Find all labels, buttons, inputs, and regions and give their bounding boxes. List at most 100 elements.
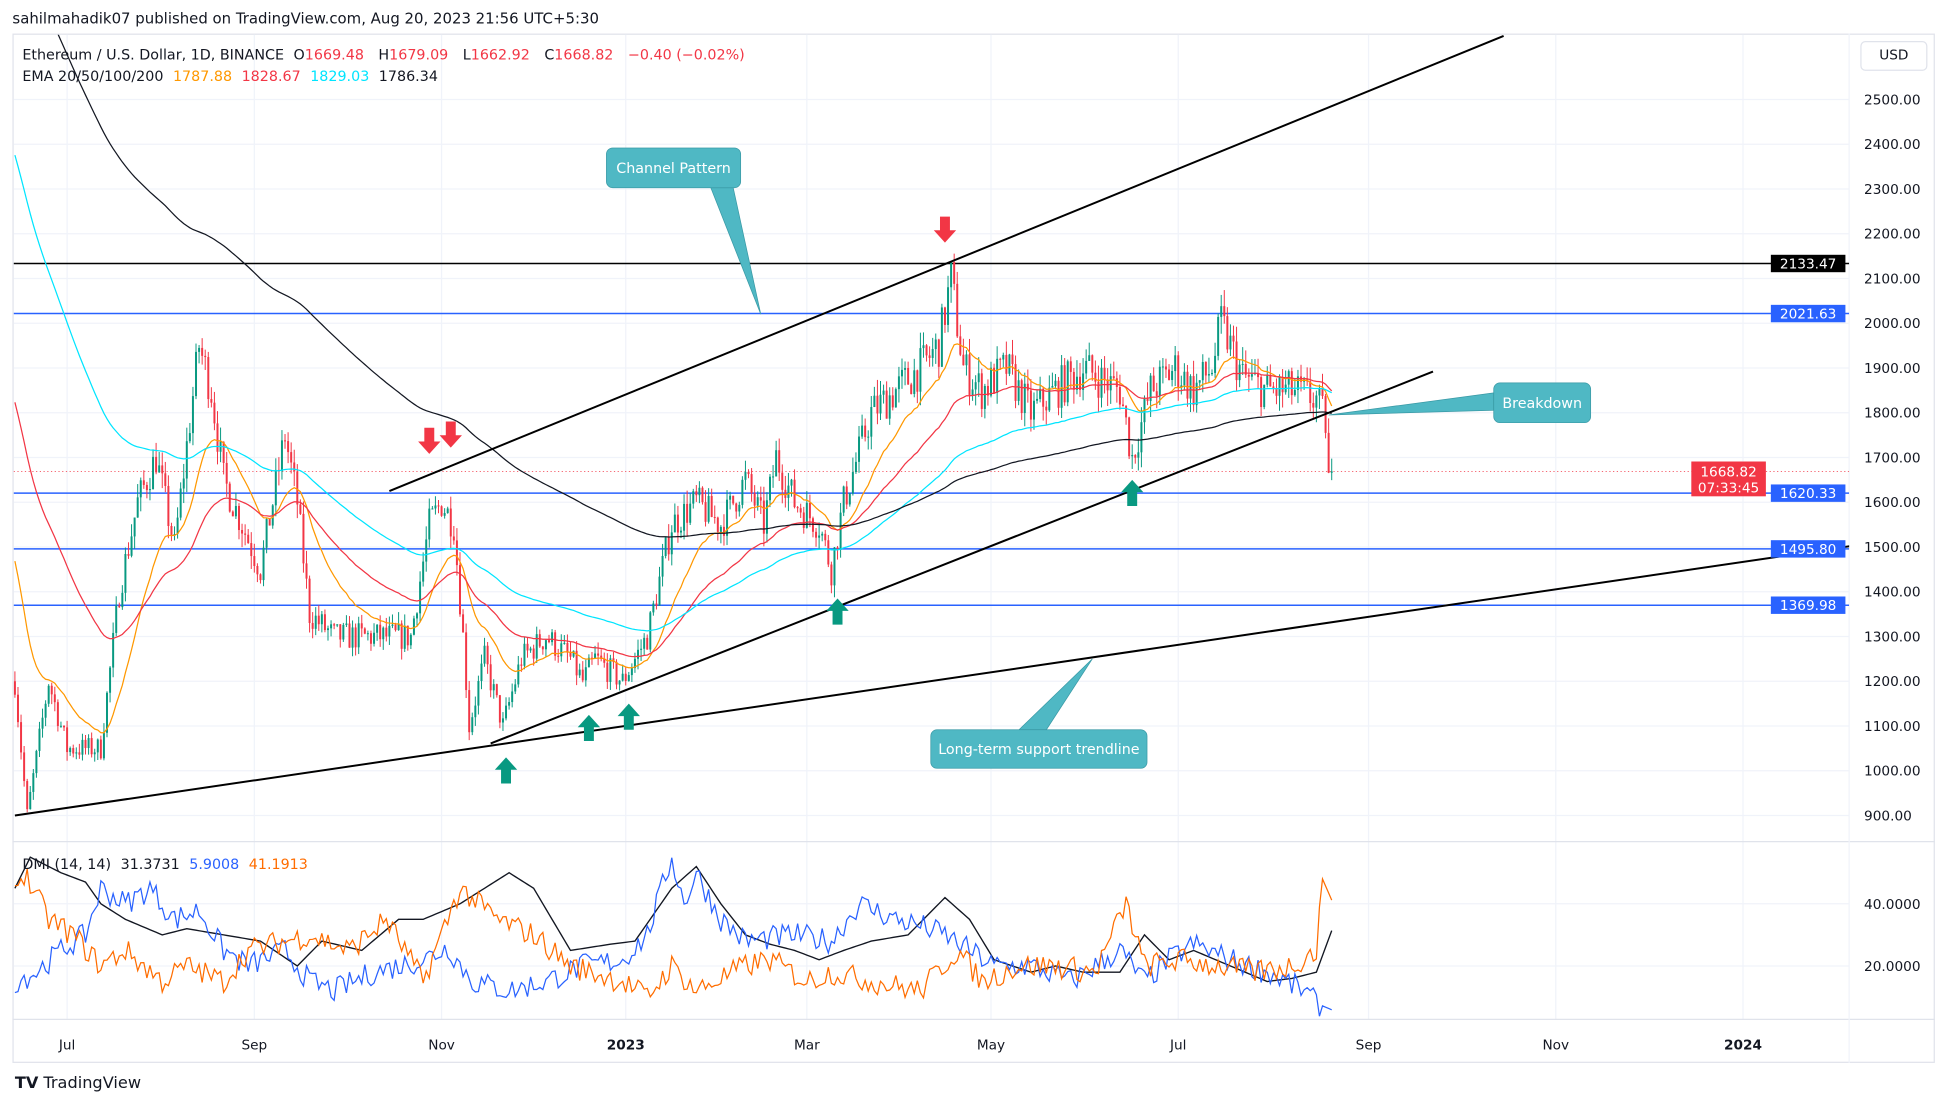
candle-body bbox=[824, 533, 827, 541]
candle-body bbox=[913, 370, 916, 394]
candle-body bbox=[778, 450, 781, 473]
candle-body bbox=[1220, 306, 1223, 317]
candle-body bbox=[900, 369, 903, 377]
candle-body bbox=[655, 603, 658, 606]
callout-pointer bbox=[1018, 658, 1093, 731]
candle-body bbox=[882, 390, 885, 395]
candle-body bbox=[747, 471, 750, 475]
candle-body bbox=[701, 487, 704, 503]
candle-body bbox=[609, 658, 612, 682]
candle-body bbox=[707, 495, 710, 522]
ema-label[interactable]: EMA 20/50/100/200 bbox=[22, 67, 164, 85]
time-axis[interactable]: Jul Sep Nov 2023 Mar May Jul Sep Nov 2024 bbox=[58, 1037, 1762, 1053]
candle-body bbox=[458, 565, 461, 615]
candle-body bbox=[69, 748, 72, 753]
candle-body bbox=[1121, 404, 1124, 407]
time-tick-label: Nov bbox=[1542, 1037, 1569, 1053]
candle-body bbox=[821, 533, 824, 536]
candle-body bbox=[532, 648, 535, 659]
candle-body bbox=[38, 728, 41, 751]
candle-body bbox=[538, 634, 541, 647]
candle-body bbox=[20, 722, 23, 753]
channel-lower-trendline[interactable] bbox=[490, 370, 1434, 745]
candle-body bbox=[342, 624, 345, 640]
candle-body bbox=[689, 503, 692, 523]
candle-body bbox=[769, 476, 771, 501]
candle-body bbox=[256, 566, 259, 575]
candle-body bbox=[1272, 386, 1275, 389]
time-tick-label: May bbox=[977, 1037, 1005, 1053]
candle-body bbox=[115, 605, 118, 633]
tradingview-brand[interactable]: TV TradingView bbox=[15, 1074, 141, 1093]
candle-body bbox=[228, 483, 231, 512]
candle-body bbox=[1223, 306, 1226, 317]
candle-body bbox=[759, 497, 762, 501]
candle-body bbox=[544, 640, 547, 650]
candle-body bbox=[90, 738, 93, 755]
dmi-tick-label: 20.0000 bbox=[1864, 959, 1920, 975]
candle-body bbox=[1241, 363, 1244, 365]
price-tick-label: 900.00 bbox=[1864, 809, 1912, 825]
candle-body bbox=[158, 465, 161, 473]
candle-body bbox=[572, 650, 575, 657]
price-tick-label: 2500.00 bbox=[1864, 92, 1920, 108]
callout[interactable]: Breakdown bbox=[1328, 382, 1592, 424]
candle-body bbox=[1057, 380, 1060, 408]
ema50-value: 1828.67 bbox=[241, 67, 301, 85]
ema200-line bbox=[57, 34, 1332, 538]
candle-body bbox=[274, 469, 277, 506]
price-tick-label: 1800.00 bbox=[1864, 406, 1920, 422]
candle-body bbox=[676, 514, 679, 533]
candle-body bbox=[661, 555, 664, 577]
callouts[interactable]: Channel Pattern Breakdown Long-term suppor… bbox=[606, 147, 1592, 769]
currency-button[interactable]: USD bbox=[1860, 41, 1928, 71]
candle-body bbox=[75, 752, 78, 754]
candle-body bbox=[385, 627, 388, 637]
candle-body bbox=[29, 791, 32, 810]
candle-body bbox=[1327, 432, 1330, 473]
candle-body bbox=[357, 623, 360, 648]
callout[interactable]: Long-term support trendline bbox=[930, 658, 1148, 769]
candle-body bbox=[744, 471, 747, 480]
candle-body bbox=[265, 518, 268, 548]
trendlines[interactable] bbox=[14, 34, 1851, 817]
arrow-up-icon bbox=[494, 757, 518, 784]
candle-body bbox=[996, 358, 999, 393]
candle-body bbox=[1315, 395, 1318, 408]
candle-body bbox=[216, 423, 219, 452]
symbol-name[interactable]: Ethereum / U.S. Dollar, 1D, BINANCE bbox=[22, 45, 285, 64]
bar-countdown-label: 07:33:45 bbox=[1698, 481, 1759, 497]
candle-body bbox=[735, 503, 738, 512]
tradingview-logo-icon: TV bbox=[14, 1074, 39, 1093]
candle-body bbox=[118, 605, 121, 608]
candle-body bbox=[170, 525, 173, 536]
candle-body bbox=[13, 681, 16, 695]
candle-body bbox=[93, 752, 96, 755]
arrow-down-icon bbox=[418, 427, 441, 454]
candle-body bbox=[106, 692, 108, 733]
price-axis[interactable]: 2500.00 2400.00 2300.00 2200.00 2100.00 2000.… bbox=[1864, 92, 1920, 975]
candle-body bbox=[366, 633, 369, 635]
candle-body bbox=[311, 622, 314, 629]
channel-upper-trendline[interactable] bbox=[389, 34, 1504, 492]
long-term-support-trendline[interactable] bbox=[14, 545, 1851, 817]
candle-body bbox=[498, 695, 501, 723]
price-tick-label: 2000.00 bbox=[1864, 316, 1920, 332]
adx-line bbox=[14, 856, 1333, 983]
candle-body bbox=[1186, 371, 1189, 399]
candle-body bbox=[968, 354, 971, 396]
price-tick-label: 1000.00 bbox=[1864, 764, 1920, 780]
candle-body bbox=[99, 739, 102, 759]
candle-body bbox=[32, 773, 35, 792]
candle-body bbox=[305, 563, 308, 579]
candle-body bbox=[1146, 398, 1149, 402]
candle-body bbox=[1054, 380, 1057, 387]
candle-body bbox=[1094, 372, 1097, 382]
candle-body bbox=[161, 465, 164, 474]
chart-frame bbox=[12, 33, 1935, 1063]
change-value: −0.40 (−0.02%) bbox=[627, 45, 745, 64]
dmi-label[interactable]: DMI (14, 14) bbox=[22, 855, 112, 873]
callout[interactable]: Channel Pattern bbox=[606, 147, 762, 315]
